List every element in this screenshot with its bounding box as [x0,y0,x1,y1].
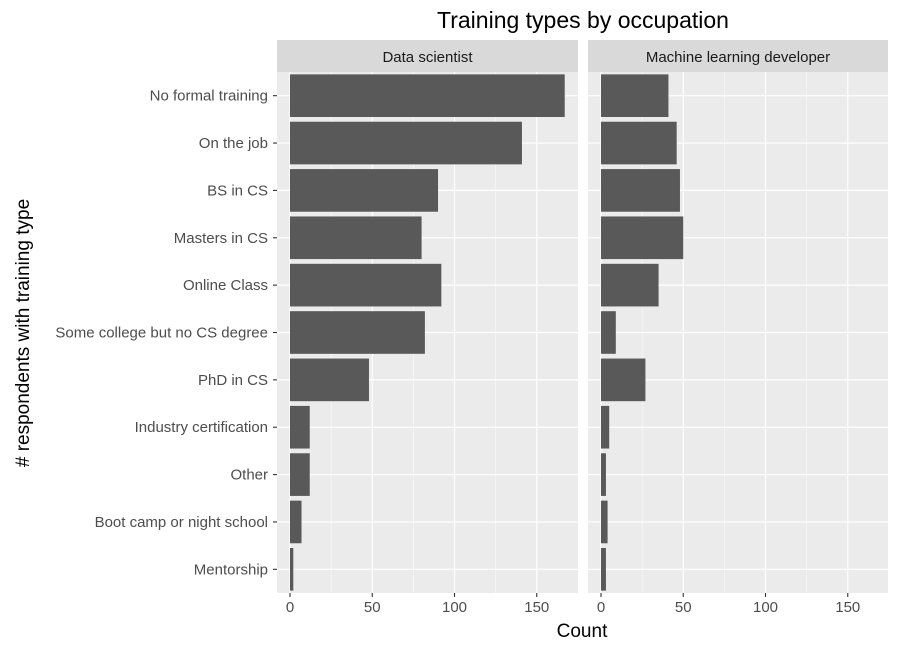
bar [601,311,616,354]
bar [290,74,565,117]
bar [601,405,610,449]
facet-panel: Machine learning developer 0 50 100 150 [588,40,888,616]
category-label: Some college but no CS degree [55,325,268,342]
category-label: On the job [199,135,268,152]
category-label: BS in CS [207,182,268,199]
facet-panel: Data scientist 0 50 100 150 [277,40,578,616]
bar [601,74,669,117]
chart-title: Training types by occupation [437,7,729,33]
x-tick-label: 0 [286,599,294,616]
bar [290,216,422,260]
x-tick-label: 50 [364,599,381,616]
facet-strip-label: Data scientist [382,49,473,66]
x-tick-label: 150 [835,599,860,616]
y-axis-title: # respondents with training type [13,199,34,467]
facet-strip [588,40,888,72]
category-label: Online Class [183,277,268,294]
bar [290,500,302,544]
facet-strip [277,40,578,72]
bar [601,500,608,544]
x-tick-label: 150 [524,599,549,616]
bar [290,121,522,165]
bar [290,548,294,591]
bar [290,453,310,496]
bar [601,216,684,260]
category-label: Industry certification [135,419,268,436]
bar [290,263,442,307]
x-tick-label: 0 [597,599,605,616]
category-label: PhD in CS [198,372,268,389]
category-label: Masters in CS [174,230,268,247]
bar [290,405,310,449]
bar [601,453,606,496]
bar [290,311,425,354]
category-label: Other [230,467,268,484]
bar [601,169,680,212]
x-tick-label: 50 [675,599,692,616]
bar [290,358,369,402]
category-labels: No formal training On the job BS in CS Mast… [55,88,277,578]
bar [601,121,677,165]
x-tick-label: 100 [753,599,778,616]
category-label: Mentorship [194,561,268,578]
bar [601,263,659,307]
bar [601,358,646,402]
category-label: No formal training [150,88,268,105]
category-label: Boot camp or night school [95,514,268,531]
x-tick-label: 100 [442,599,467,616]
facet-strip-label: Machine learning developer [646,49,830,66]
bar [601,548,606,591]
x-axis-title: Count [557,621,608,642]
bar [290,169,439,212]
